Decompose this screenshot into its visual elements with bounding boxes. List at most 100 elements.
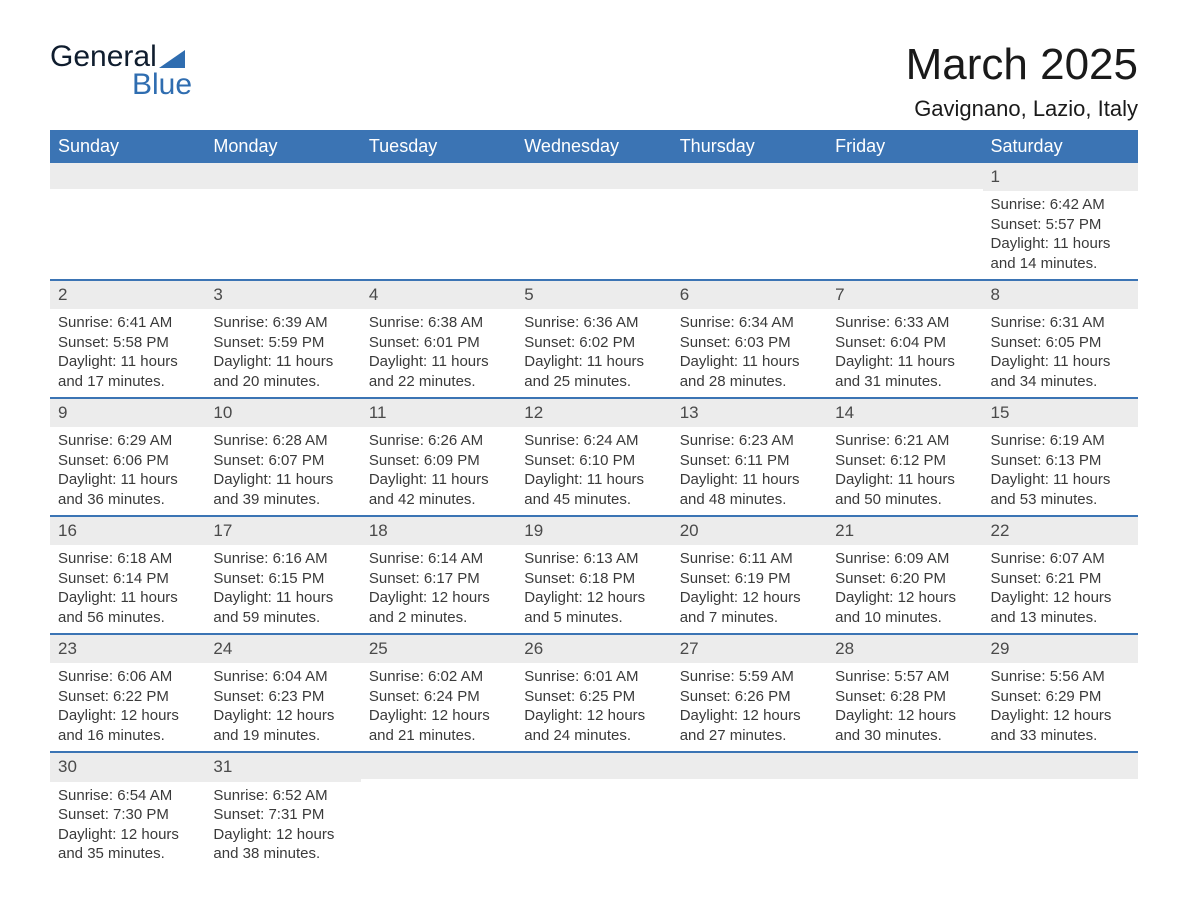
daylight-line1: Daylight: 11 hours	[369, 352, 508, 372]
day-body: Sunrise: 6:42 AMSunset: 5:57 PMDaylight:…	[983, 191, 1138, 279]
day-body	[672, 779, 827, 789]
calendar-day-cell: 30Sunrise: 6:54 AMSunset: 7:30 PMDayligh…	[50, 752, 205, 869]
sunrise-text: Sunrise: 6:23 AM	[680, 431, 819, 451]
daylight-line2: and 48 minutes.	[680, 490, 819, 510]
daylight-line2: and 27 minutes.	[680, 726, 819, 746]
daylight-line2: and 45 minutes.	[524, 490, 663, 510]
page-header: General Blue March 2025 Gavignano, Lazio…	[50, 40, 1138, 122]
calendar-day-cell	[50, 163, 205, 280]
day-number-strip	[983, 753, 1138, 779]
daylight-line1: Daylight: 12 hours	[58, 825, 197, 845]
calendar-day-cell: 22Sunrise: 6:07 AMSunset: 6:21 PMDayligh…	[983, 516, 1138, 634]
sunrise-text: Sunrise: 6:04 AM	[213, 667, 352, 687]
sunset-text: Sunset: 5:59 PM	[213, 333, 352, 353]
calendar-day-cell: 1Sunrise: 6:42 AMSunset: 5:57 PMDaylight…	[983, 163, 1138, 280]
daylight-line1: Daylight: 12 hours	[213, 825, 352, 845]
calendar-day-cell: 8Sunrise: 6:31 AMSunset: 6:05 PMDaylight…	[983, 280, 1138, 398]
daylight-line2: and 10 minutes.	[835, 608, 974, 628]
day-number-strip: 26	[516, 635, 671, 663]
calendar-week-row: 9Sunrise: 6:29 AMSunset: 6:06 PMDaylight…	[50, 398, 1138, 516]
calendar-day-cell: 26Sunrise: 6:01 AMSunset: 6:25 PMDayligh…	[516, 634, 671, 752]
calendar-day-cell: 25Sunrise: 6:02 AMSunset: 6:24 PMDayligh…	[361, 634, 516, 752]
day-body	[516, 779, 671, 789]
calendar-day-cell: 5Sunrise: 6:36 AMSunset: 6:02 PMDaylight…	[516, 280, 671, 398]
daylight-line2: and 31 minutes.	[835, 372, 974, 392]
sunset-text: Sunset: 6:09 PM	[369, 451, 508, 471]
day-body: Sunrise: 6:21 AMSunset: 6:12 PMDaylight:…	[827, 427, 982, 515]
day-body: Sunrise: 6:41 AMSunset: 5:58 PMDaylight:…	[50, 309, 205, 397]
day-number-strip: 8	[983, 281, 1138, 309]
sunset-text: Sunset: 7:31 PM	[213, 805, 352, 825]
day-body	[516, 189, 671, 199]
calendar-week-row: 16Sunrise: 6:18 AMSunset: 6:14 PMDayligh…	[50, 516, 1138, 634]
sunrise-text: Sunrise: 6:26 AM	[369, 431, 508, 451]
day-body: Sunrise: 6:14 AMSunset: 6:17 PMDaylight:…	[361, 545, 516, 633]
day-number-strip: 9	[50, 399, 205, 427]
daylight-line2: and 13 minutes.	[991, 608, 1130, 628]
calendar-day-cell: 12Sunrise: 6:24 AMSunset: 6:10 PMDayligh…	[516, 398, 671, 516]
day-number-strip	[361, 753, 516, 779]
weekday-header: Saturday	[983, 130, 1138, 163]
sunset-text: Sunset: 6:14 PM	[58, 569, 197, 589]
calendar-day-cell: 29Sunrise: 5:56 AMSunset: 6:29 PMDayligh…	[983, 634, 1138, 752]
sunset-text: Sunset: 6:03 PM	[680, 333, 819, 353]
calendar-day-cell: 15Sunrise: 6:19 AMSunset: 6:13 PMDayligh…	[983, 398, 1138, 516]
calendar-day-cell: 16Sunrise: 6:18 AMSunset: 6:14 PMDayligh…	[50, 516, 205, 634]
sunrise-text: Sunrise: 5:59 AM	[680, 667, 819, 687]
calendar-day-cell: 21Sunrise: 6:09 AMSunset: 6:20 PMDayligh…	[827, 516, 982, 634]
day-body: Sunrise: 6:13 AMSunset: 6:18 PMDaylight:…	[516, 545, 671, 633]
day-body: Sunrise: 6:06 AMSunset: 6:22 PMDaylight:…	[50, 663, 205, 751]
day-body: Sunrise: 5:57 AMSunset: 6:28 PMDaylight:…	[827, 663, 982, 751]
day-body: Sunrise: 6:04 AMSunset: 6:23 PMDaylight:…	[205, 663, 360, 751]
sunset-text: Sunset: 6:25 PM	[524, 687, 663, 707]
sunrise-text: Sunrise: 6:28 AM	[213, 431, 352, 451]
daylight-line2: and 5 minutes.	[524, 608, 663, 628]
daylight-line2: and 14 minutes.	[991, 254, 1130, 274]
month-title: March 2025	[906, 40, 1138, 90]
daylight-line2: and 36 minutes.	[58, 490, 197, 510]
daylight-line2: and 33 minutes.	[991, 726, 1130, 746]
weekday-header: Tuesday	[361, 130, 516, 163]
sunset-text: Sunset: 7:30 PM	[58, 805, 197, 825]
daylight-line1: Daylight: 12 hours	[213, 706, 352, 726]
day-body	[50, 189, 205, 199]
weekday-header: Friday	[827, 130, 982, 163]
day-body	[827, 779, 982, 789]
day-number-strip	[672, 753, 827, 779]
daylight-line1: Daylight: 11 hours	[213, 470, 352, 490]
daylight-line2: and 21 minutes.	[369, 726, 508, 746]
sunset-text: Sunset: 6:12 PM	[835, 451, 974, 471]
sunrise-text: Sunrise: 6:01 AM	[524, 667, 663, 687]
day-body: Sunrise: 6:02 AMSunset: 6:24 PMDaylight:…	[361, 663, 516, 751]
day-body: Sunrise: 6:31 AMSunset: 6:05 PMDaylight:…	[983, 309, 1138, 397]
sunrise-text: Sunrise: 6:38 AM	[369, 313, 508, 333]
daylight-line1: Daylight: 12 hours	[991, 588, 1130, 608]
day-number-strip: 11	[361, 399, 516, 427]
day-body: Sunrise: 6:28 AMSunset: 6:07 PMDaylight:…	[205, 427, 360, 515]
sunrise-text: Sunrise: 6:42 AM	[991, 195, 1130, 215]
logo-text-blue: Blue	[132, 68, 192, 102]
sunrise-text: Sunrise: 6:14 AM	[369, 549, 508, 569]
calendar-day-cell: 14Sunrise: 6:21 AMSunset: 6:12 PMDayligh…	[827, 398, 982, 516]
sunset-text: Sunset: 6:17 PM	[369, 569, 508, 589]
daylight-line1: Daylight: 11 hours	[680, 470, 819, 490]
sunrise-text: Sunrise: 6:18 AM	[58, 549, 197, 569]
sunset-text: Sunset: 6:18 PM	[524, 569, 663, 589]
sunset-text: Sunset: 5:57 PM	[991, 215, 1130, 235]
day-body	[983, 779, 1138, 789]
day-number-strip: 19	[516, 517, 671, 545]
day-number-strip: 3	[205, 281, 360, 309]
day-number-strip: 6	[672, 281, 827, 309]
day-number-strip: 7	[827, 281, 982, 309]
sunset-text: Sunset: 6:07 PM	[213, 451, 352, 471]
day-body: Sunrise: 6:54 AMSunset: 7:30 PMDaylight:…	[50, 782, 205, 870]
calendar-day-cell	[516, 163, 671, 280]
sunset-text: Sunset: 6:19 PM	[680, 569, 819, 589]
daylight-line1: Daylight: 11 hours	[524, 352, 663, 372]
sunset-text: Sunset: 6:10 PM	[524, 451, 663, 471]
calendar-day-cell	[983, 752, 1138, 869]
day-number-strip	[516, 163, 671, 189]
day-number-strip: 14	[827, 399, 982, 427]
calendar-day-cell: 11Sunrise: 6:26 AMSunset: 6:09 PMDayligh…	[361, 398, 516, 516]
sunset-text: Sunset: 6:05 PM	[991, 333, 1130, 353]
